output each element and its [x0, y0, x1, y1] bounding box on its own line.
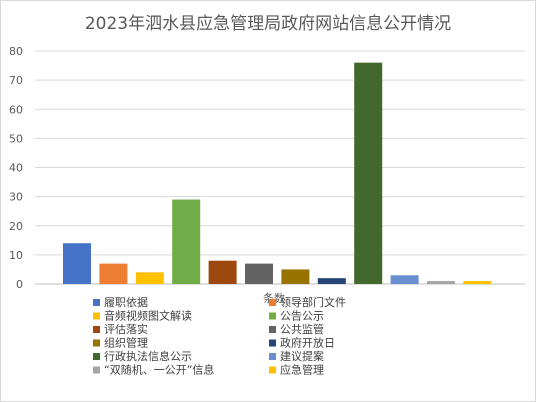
gridlines [35, 50, 525, 285]
legend-item: “双随机、一公开”信息 [93, 363, 214, 377]
bar [427, 281, 455, 284]
bars [63, 62, 492, 285]
chart-title: 2023年泗水县应急管理局政府网站信息公开情况 [84, 14, 452, 34]
legend-label: 组织管理 [104, 336, 148, 350]
legend-swatch [269, 366, 276, 374]
legend-label: 公共监管 [280, 322, 324, 336]
legend-item: 音频视频图文解读 [93, 309, 192, 323]
legend-label: 公告公示 [280, 310, 324, 323]
legend-label: 领导部门文件 [280, 295, 346, 309]
legend-item: 公告公示 [269, 310, 324, 323]
y-tick-label: 20 [9, 220, 23, 233]
bar [317, 278, 346, 284]
bar [135, 272, 164, 284]
y-tick-label: 10 [9, 249, 23, 262]
bar [390, 275, 419, 284]
y-tick-label: 60 [9, 103, 23, 116]
legend-item: 组织管理 [93, 336, 148, 350]
bar [463, 281, 492, 284]
legend-item: 行政执法信息公示 [93, 349, 192, 363]
legend-label: 评估落实 [104, 322, 148, 336]
legend-label: 建议提案 [280, 349, 324, 363]
legend-item: 建议提案 [269, 349, 324, 363]
legend-swatch [93, 326, 100, 333]
legend-label: 应急管理 [280, 363, 324, 377]
bar [245, 263, 273, 284]
legend-swatch [93, 353, 100, 360]
bar [354, 62, 383, 285]
y-tick-label: 80 [9, 45, 23, 58]
legend-swatch [269, 326, 276, 333]
y-tick-label: 30 [9, 191, 23, 204]
legend-label: 音频视频图文解读 [104, 309, 192, 323]
x-axis-label: 条数 [263, 291, 285, 305]
legend-swatch [269, 353, 276, 360]
legend-label: 履职依据 [104, 295, 148, 309]
legend-label: 政府开放日 [280, 336, 335, 350]
bar [63, 243, 91, 284]
legend-item: 履职依据 [93, 295, 148, 309]
legend-swatch [269, 299, 276, 306]
legend-swatch [93, 339, 100, 347]
legend-swatch [93, 366, 100, 374]
legend-item: 应急管理 [269, 363, 324, 377]
y-tick-label: 0 [16, 278, 23, 291]
legend-item: 评估落实 [93, 322, 148, 336]
legend-swatch [269, 339, 276, 347]
bar [172, 199, 201, 284]
y-tick-label: 50 [9, 132, 23, 145]
bar [99, 263, 128, 284]
legend-swatch [93, 299, 100, 306]
bar [281, 269, 310, 284]
legend-item: 领导部门文件 [269, 295, 346, 309]
legend-label: “双随机、一公开”信息 [104, 363, 214, 377]
legend-swatch [93, 312, 100, 320]
legend-swatch [269, 312, 276, 320]
legend-item: 政府开放日 [269, 336, 335, 350]
y-tick-label: 70 [9, 74, 23, 87]
y-tick-label: 40 [9, 162, 23, 175]
legend-label: 行政执法信息公示 [104, 349, 192, 363]
y-axis-ticks: 0 10 20 30 40 50 60 70 80 [9, 45, 23, 291]
bar [208, 260, 237, 284]
legend-item: 公共监管 [269, 322, 324, 336]
